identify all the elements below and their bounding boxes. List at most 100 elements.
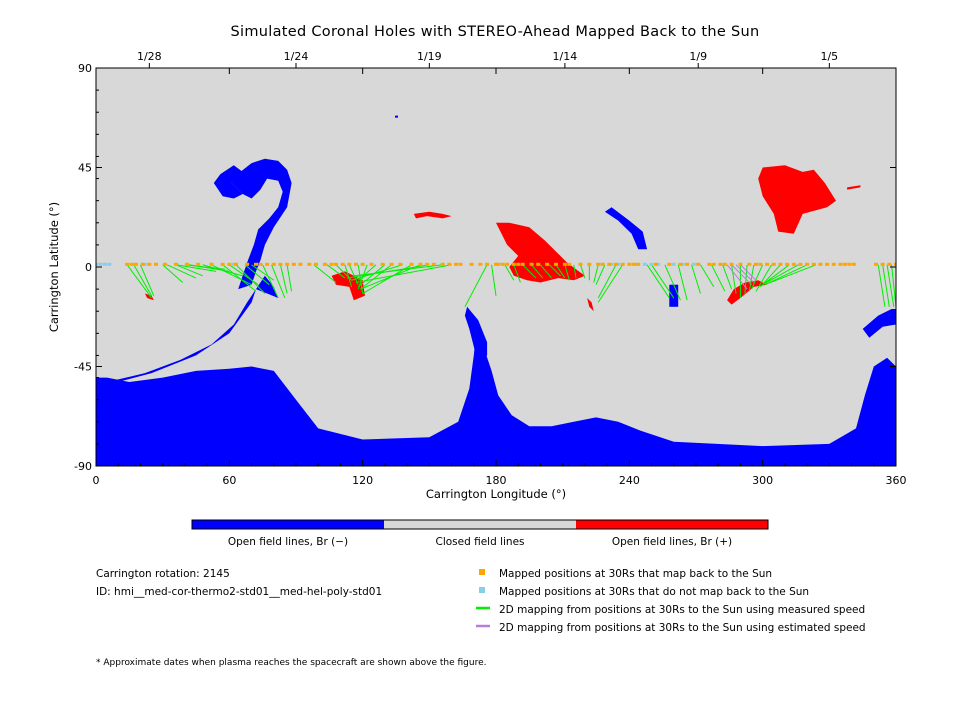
x-tick-label: 0 bbox=[93, 474, 100, 487]
footnote: * Approximate dates when plasma reaches … bbox=[96, 658, 487, 668]
mapped-position-point bbox=[545, 262, 550, 266]
mapped-position-point bbox=[389, 262, 394, 266]
mapped-position-point bbox=[818, 262, 823, 266]
unmapped-position-point bbox=[102, 262, 107, 266]
mapping-line-measured bbox=[244, 264, 270, 286]
legend: Mapped positions at 30Rs that map back t… bbox=[476, 568, 866, 634]
coronal-hole-south-hole-extension bbox=[107, 275, 279, 382]
mapped-position-point bbox=[469, 262, 474, 266]
coronal-hole-mid-arm-to-south bbox=[464, 306, 488, 365]
mapping-line-measured bbox=[564, 264, 570, 281]
mapping-line-measured bbox=[597, 264, 624, 303]
mapping-line-measured bbox=[764, 264, 817, 286]
mapped-position-point bbox=[711, 262, 716, 266]
mapped-position-point bbox=[418, 262, 423, 266]
mapped-position-point bbox=[220, 262, 225, 266]
unmapped-position-point bbox=[634, 262, 638, 266]
mapping-line-measured bbox=[348, 264, 359, 285]
y-tick-label: -45 bbox=[74, 361, 92, 374]
x-tick-label: 360 bbox=[886, 474, 907, 487]
mapping-line-measured bbox=[166, 264, 197, 279]
mapped-position-point bbox=[636, 262, 641, 266]
colorbar-label: Closed field lines bbox=[435, 536, 524, 548]
colorbar-label: Open field lines, Br (+) bbox=[612, 536, 732, 548]
legend-label: 2D mapping from positions at 30Rs to the… bbox=[499, 622, 866, 634]
coronal-hole-tiny-speck bbox=[395, 115, 398, 118]
plot-content bbox=[96, 115, 896, 466]
legend-marker bbox=[479, 569, 485, 575]
mapped-position-point bbox=[298, 262, 303, 266]
coronal-hole-streak-near-25 bbox=[144, 293, 154, 301]
x-axis-label: Carrington Longitude (°) bbox=[426, 487, 566, 501]
unmapped-position-point bbox=[131, 262, 136, 266]
coronal-hole-northeast-hole bbox=[758, 165, 836, 234]
mapped-position-point bbox=[494, 262, 498, 266]
mapped-position-point bbox=[707, 262, 712, 266]
mapped-position-point bbox=[354, 262, 358, 266]
mapping-line-measured bbox=[222, 264, 257, 292]
mapped-position-point bbox=[380, 262, 385, 266]
mapping-line-measured bbox=[748, 264, 755, 292]
mapped-position-point bbox=[265, 262, 270, 266]
mapped-position-point bbox=[314, 262, 318, 266]
unmapped-position-point bbox=[671, 262, 676, 266]
mapping-line-measured bbox=[504, 264, 515, 281]
mapped-position-point bbox=[718, 262, 723, 266]
mapped-position-point bbox=[500, 262, 505, 266]
mapped-position-point bbox=[805, 262, 810, 266]
mapped-position-point bbox=[894, 262, 896, 266]
mapped-position-point bbox=[209, 262, 214, 266]
mapped-position-point bbox=[291, 262, 296, 266]
plot-area bbox=[96, 68, 896, 466]
x-tick-label: 60 bbox=[222, 474, 236, 487]
mapped-position-point bbox=[360, 262, 365, 266]
mapping-line-measured bbox=[595, 264, 606, 285]
mapped-position-point bbox=[409, 262, 414, 266]
y-tick-label: 0 bbox=[85, 261, 92, 274]
colorbar-segment bbox=[384, 520, 576, 529]
legend-label: Mapped positions at 30Rs that do not map… bbox=[499, 586, 809, 598]
mapping-line-measured bbox=[664, 264, 681, 301]
x-tick-label: 300 bbox=[752, 474, 773, 487]
mapping-line-measured bbox=[344, 264, 353, 288]
legend-marker bbox=[479, 587, 485, 593]
mapping-line-measured bbox=[882, 264, 890, 307]
mapped-position-point bbox=[771, 262, 776, 266]
date-tick-label: 1/28 bbox=[137, 50, 162, 63]
mapping-line-measured bbox=[764, 264, 808, 286]
mapped-position-point bbox=[174, 262, 178, 266]
mapped-position-point bbox=[785, 262, 790, 266]
mapped-position-point bbox=[125, 262, 130, 266]
mapping-line-measured bbox=[126, 264, 152, 299]
mapped-position-point bbox=[227, 262, 232, 266]
mapped-position-point bbox=[874, 262, 878, 266]
mapped-position-point bbox=[554, 262, 558, 266]
coronal-hole-small-hole-near-55 bbox=[604, 207, 648, 250]
mapping-line-measured bbox=[133, 264, 152, 296]
mapped-position-point bbox=[307, 262, 312, 266]
mapped-position-point bbox=[851, 262, 856, 266]
mapped-position-point bbox=[271, 262, 276, 266]
mapped-position-point bbox=[496, 262, 501, 266]
mapped-position-point bbox=[154, 262, 158, 266]
coronal-hole-west-hole-body bbox=[231, 158, 292, 290]
colorbar-label: Open field lines, Br (−) bbox=[228, 536, 348, 548]
mapped-position-point bbox=[447, 262, 452, 266]
unmapped-position-point bbox=[656, 262, 661, 266]
mapped-position-point bbox=[140, 262, 145, 266]
mapped-position-point bbox=[520, 262, 525, 266]
mapped-position-point bbox=[567, 262, 572, 266]
coronal-hole-wisp-near-345 bbox=[847, 185, 861, 190]
y-axis-label: Carrington Latitude (°) bbox=[47, 202, 61, 332]
mapped-position-point bbox=[738, 262, 743, 266]
mapping-line-measured bbox=[691, 264, 701, 294]
mapping-line-measured bbox=[513, 264, 521, 283]
date-tick-label: 1/19 bbox=[417, 50, 442, 63]
unmapped-position-point bbox=[98, 262, 103, 266]
date-tick-label: 1/9 bbox=[689, 50, 707, 63]
mapped-position-point bbox=[847, 262, 852, 266]
mapping-line-measured bbox=[651, 264, 675, 299]
coronal-hole-streak-near-150 bbox=[413, 211, 452, 219]
mapping-line-estimated bbox=[740, 264, 757, 281]
